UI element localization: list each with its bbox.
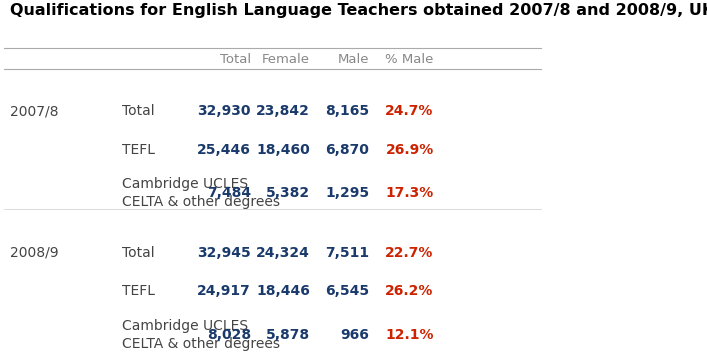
Text: 5,382: 5,382: [266, 186, 310, 200]
Text: 26.9%: 26.9%: [385, 143, 433, 157]
Text: CELTA & other degrees: CELTA & other degrees: [122, 337, 280, 351]
Text: 24.7%: 24.7%: [385, 104, 433, 118]
Text: 6,870: 6,870: [325, 143, 369, 157]
Text: 17.3%: 17.3%: [385, 186, 433, 200]
Text: Total: Total: [122, 246, 155, 260]
Text: 2008/9: 2008/9: [9, 246, 58, 260]
Text: 8,165: 8,165: [325, 104, 369, 118]
Text: Cambridge UCLES: Cambridge UCLES: [122, 319, 248, 333]
Text: 2007/8: 2007/8: [9, 104, 58, 118]
Text: 32,930: 32,930: [198, 104, 251, 118]
Text: TEFL: TEFL: [122, 284, 156, 298]
Text: Female: Female: [262, 53, 310, 66]
Text: 966: 966: [340, 328, 369, 342]
Text: 7,484: 7,484: [207, 186, 251, 200]
Text: Cambridge UCLES: Cambridge UCLES: [122, 177, 248, 191]
Text: Total: Total: [122, 104, 155, 118]
Text: 18,446: 18,446: [257, 284, 310, 298]
Text: 1,295: 1,295: [325, 186, 369, 200]
Text: 26.2%: 26.2%: [385, 284, 433, 298]
Text: CELTA & other degrees: CELTA & other degrees: [122, 195, 280, 209]
Text: Male: Male: [338, 53, 369, 66]
Text: 32,945: 32,945: [197, 246, 251, 260]
Text: Qualifications for English Language Teachers obtained 2007/8 and 2008/9, UK: Qualifications for English Language Teac…: [9, 3, 707, 18]
Text: TEFL: TEFL: [122, 143, 156, 157]
Text: 5,878: 5,878: [266, 328, 310, 342]
Text: % Male: % Male: [385, 53, 433, 66]
Text: 6,545: 6,545: [325, 284, 369, 298]
Text: 8,028: 8,028: [207, 328, 251, 342]
Text: 24,917: 24,917: [197, 284, 251, 298]
Text: 25,446: 25,446: [197, 143, 251, 157]
Text: 24,324: 24,324: [257, 246, 310, 260]
Text: 18,460: 18,460: [257, 143, 310, 157]
Text: 23,842: 23,842: [257, 104, 310, 118]
Text: Total: Total: [220, 53, 251, 66]
Text: 22.7%: 22.7%: [385, 246, 433, 260]
Text: 12.1%: 12.1%: [385, 328, 433, 342]
Text: 7,511: 7,511: [325, 246, 369, 260]
